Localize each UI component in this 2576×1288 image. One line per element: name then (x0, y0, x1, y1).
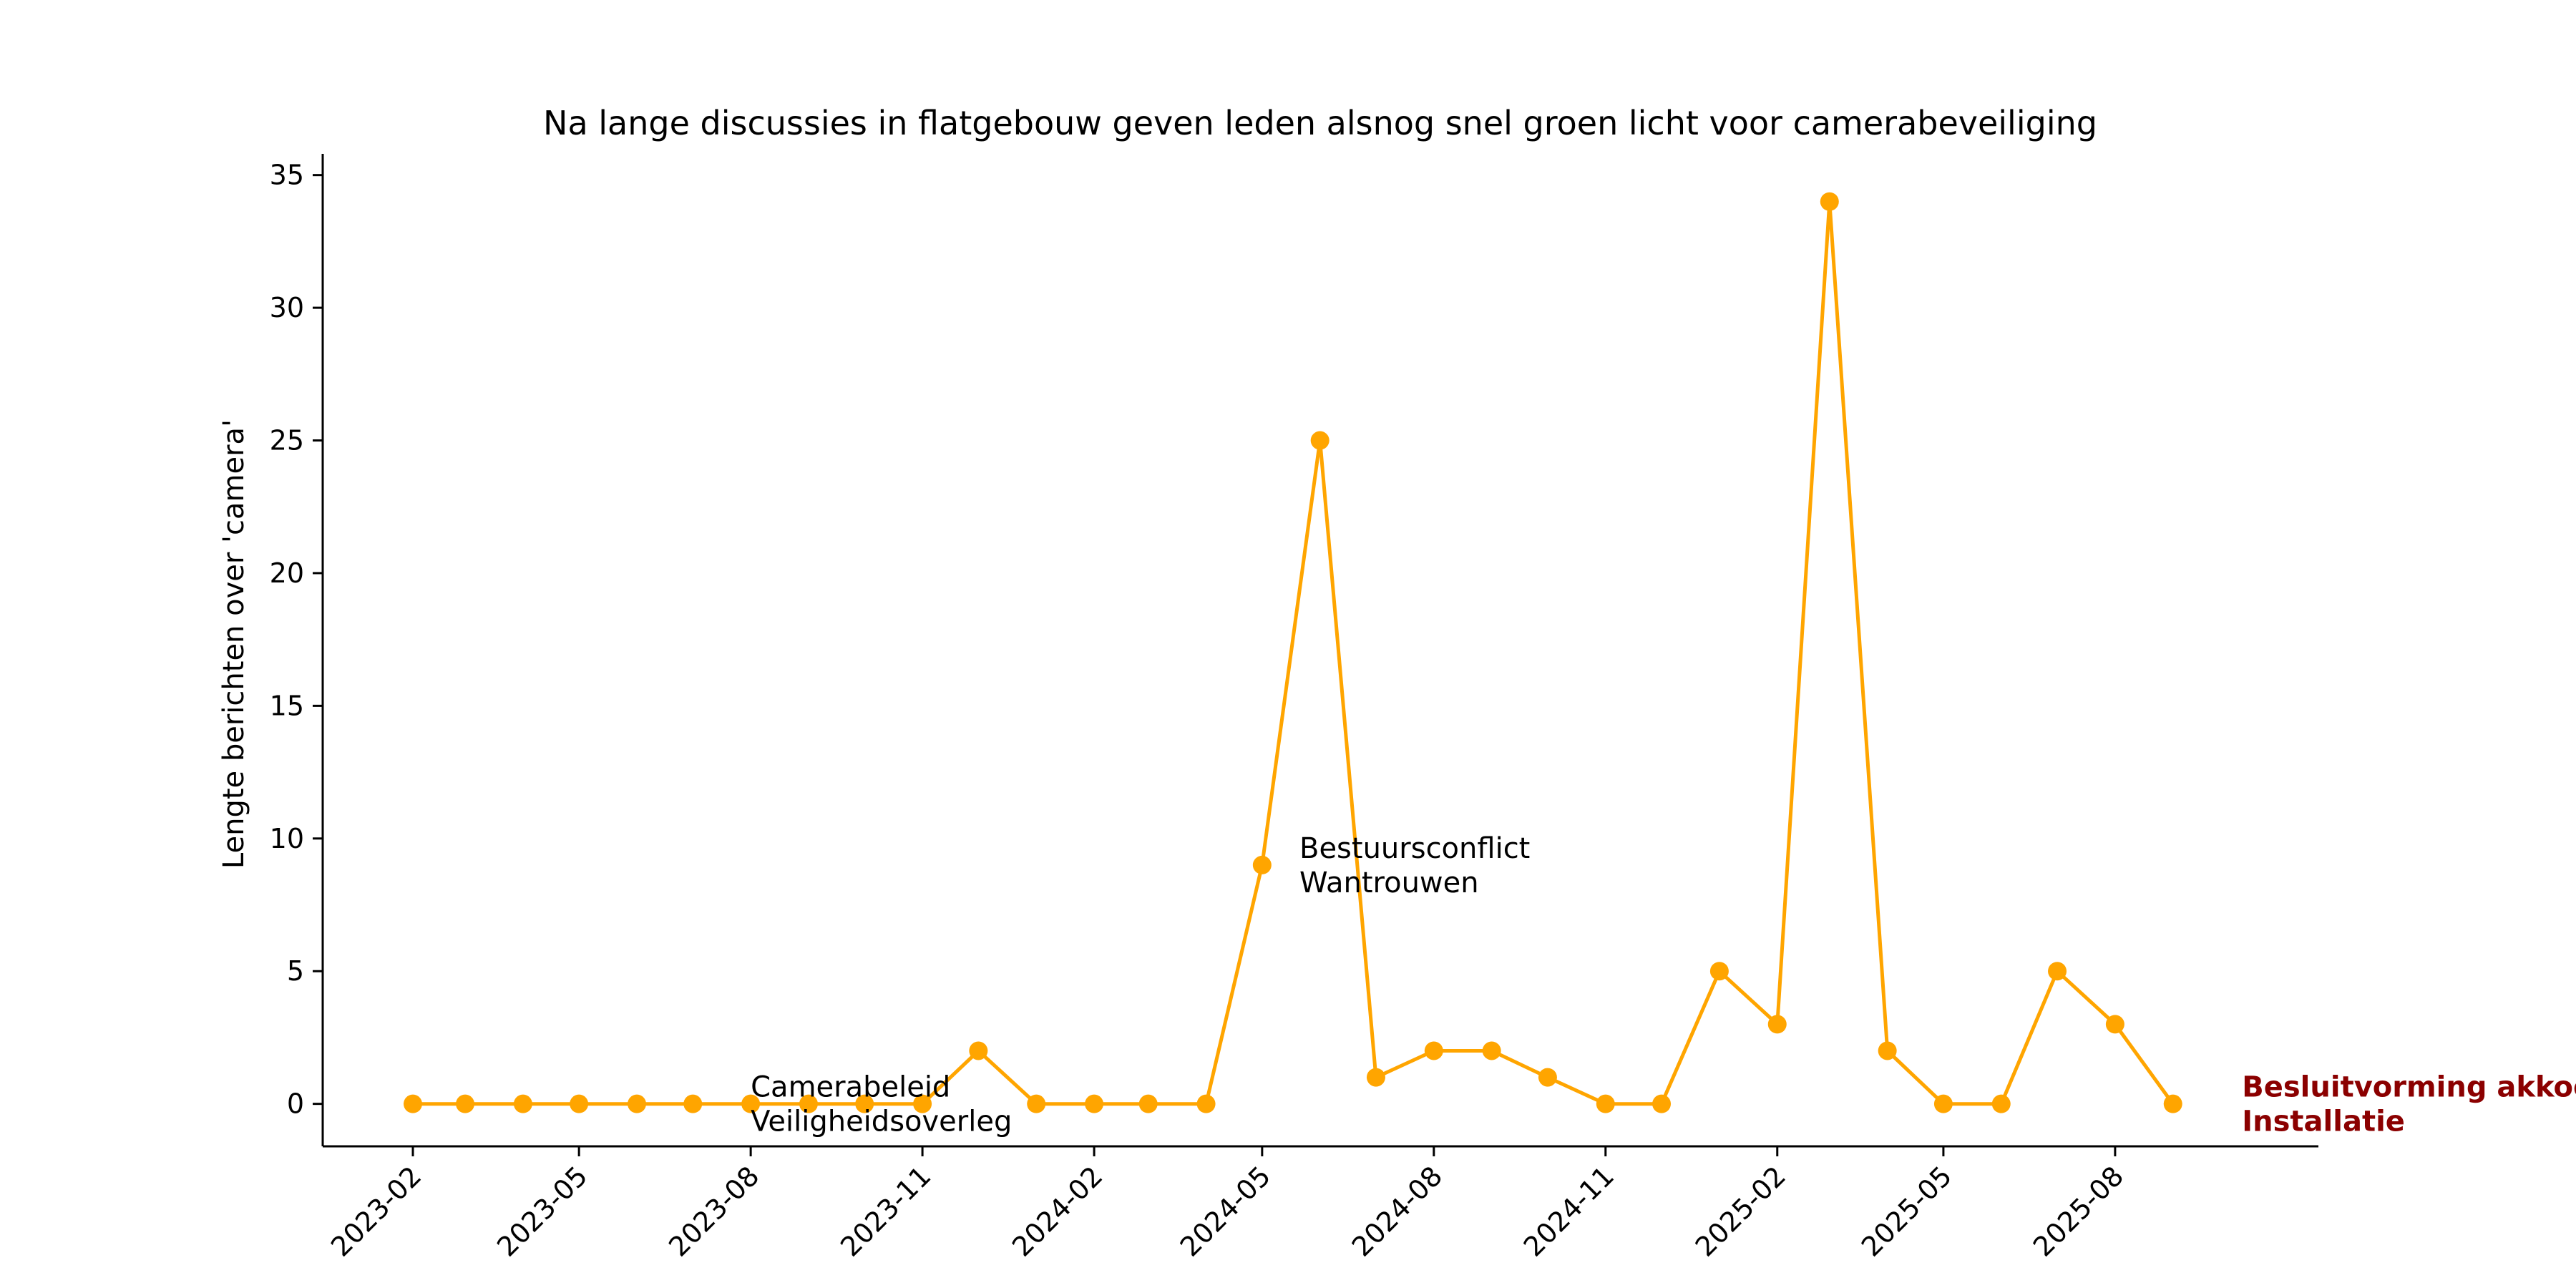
x-tick-label: 2025-08 (2027, 1160, 2129, 1262)
data-point (1482, 1041, 1501, 1060)
y-tick-label: 25 (270, 425, 304, 457)
data-point (1767, 1015, 1787, 1034)
y-tick-label: 15 (270, 690, 304, 721)
data-point (628, 1094, 647, 1113)
x-tick-label: 2023-08 (663, 1160, 765, 1262)
y-tick-label: 0 (287, 1088, 304, 1120)
data-point (1424, 1041, 1443, 1060)
data-point (1709, 962, 1729, 981)
data-point (1138, 1094, 1158, 1113)
chart-title: Na lange discussies in flatgebouw geven … (543, 104, 2097, 142)
annotation-line: Besluitvorming akkoord (2242, 1071, 2576, 1104)
x-tick-label: 2023-11 (834, 1160, 937, 1262)
annotation-label: Camerabeleid Veiligheidsoverleg (751, 1071, 1012, 1138)
x-tick-label: 2024-11 (1518, 1160, 1620, 1262)
data-point (513, 1094, 532, 1113)
y-tick-label: 30 (270, 292, 304, 323)
x-tick-label: 2024-02 (1006, 1160, 1108, 1262)
data-point (1878, 1041, 1897, 1060)
data-point (1085, 1094, 1104, 1113)
x-tick-label: 2023-05 (491, 1160, 593, 1262)
x-tick-label: 2023-02 (325, 1160, 427, 1262)
data-point (2163, 1094, 2182, 1113)
x-tick-label: 2025-02 (1689, 1160, 1792, 1262)
annotation-line: Wantrouwen (1299, 867, 1479, 899)
data-point (1596, 1094, 1615, 1113)
data-point (456, 1094, 475, 1113)
data-point (969, 1041, 988, 1060)
data-point (855, 1094, 874, 1113)
data-point (1991, 1094, 2011, 1113)
y-tick-label: 5 (287, 955, 304, 987)
annotation-line: Veiligheidsoverleg (751, 1106, 1012, 1138)
data-point (683, 1094, 703, 1113)
data-points (404, 192, 2182, 1113)
data-point (404, 1094, 422, 1113)
y-tick-label: 10 (270, 823, 304, 854)
annotation-line: Camerabeleid (751, 1071, 950, 1104)
data-point (1820, 192, 1839, 211)
annotation-label: Bestuursconflict Wantrouwen (1299, 832, 1530, 899)
annotation-line: Installatie (2242, 1106, 2405, 1138)
x-tick-label: 2024-05 (1174, 1160, 1277, 1262)
x-ticks: 2023-02 2023-05 2023-08 2023-11 2024-02 2024-… (325, 1146, 2129, 1263)
data-point (1652, 1094, 1672, 1113)
data-point (1252, 855, 1272, 874)
y-tick-label: 20 (270, 557, 304, 589)
data-point (1310, 431, 1330, 450)
x-tick-label: 2024-08 (1346, 1160, 1448, 1262)
series-line (413, 200, 2175, 1106)
y-ticks: 0 5 10 15 20 25 30 35 (270, 160, 323, 1120)
data-point (913, 1094, 932, 1113)
data-point (570, 1094, 589, 1113)
y-tick-label: 35 (270, 160, 304, 191)
annotation-line: Bestuursconflict (1299, 832, 1530, 865)
data-point (1027, 1094, 1046, 1113)
data-point (1933, 1094, 1953, 1113)
annotations: Camerabeleid Veiligheidsoverleg Bestuursco… (751, 832, 2576, 1138)
data-point (2105, 1015, 2124, 1034)
data-point (1366, 1068, 1385, 1087)
data-point (799, 1094, 818, 1113)
data-point (1538, 1068, 1557, 1087)
y-axis-label: Lengte berichten over 'camera' (218, 419, 250, 869)
x-tick-label: 2025-05 (1855, 1160, 1958, 1262)
data-point (2048, 962, 2067, 981)
annotation-label: Besluitvorming akkoordInstallatie (2242, 1071, 2576, 1138)
data-point (1196, 1094, 1216, 1113)
data-point (741, 1094, 761, 1113)
